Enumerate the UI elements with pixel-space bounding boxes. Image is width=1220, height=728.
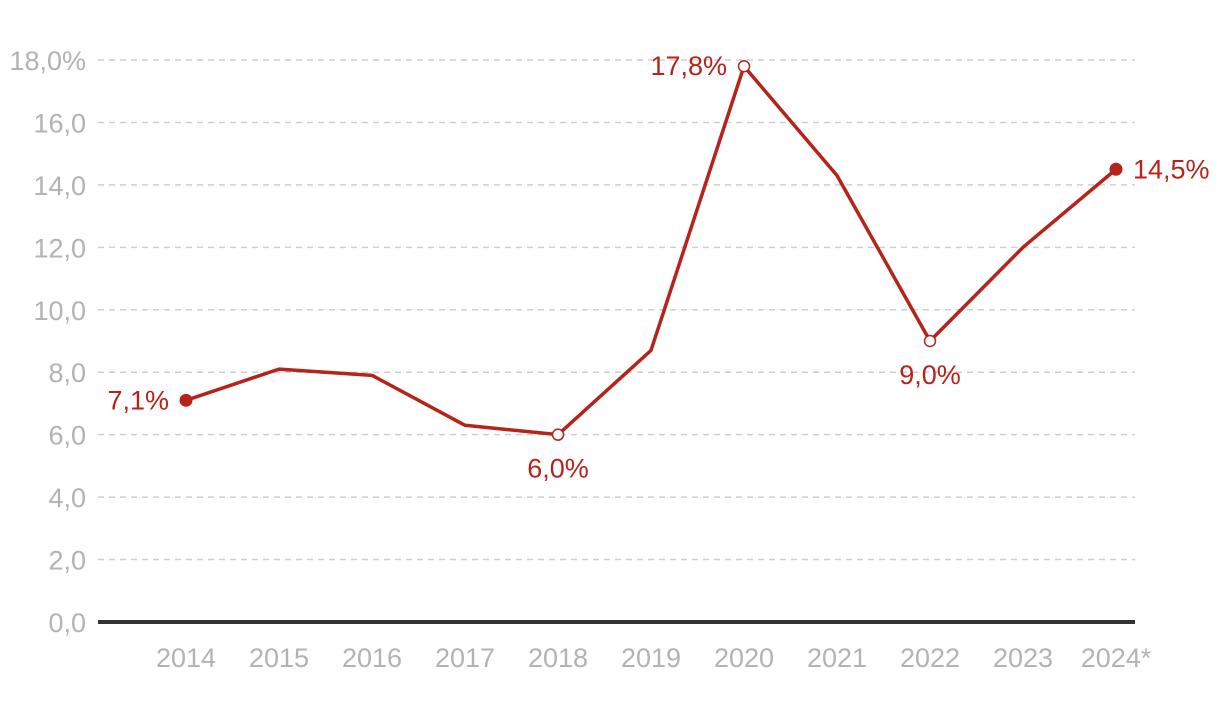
x-tick-label: 2017: [435, 643, 495, 673]
data-label: 17,8%: [650, 51, 727, 81]
grid-lines: [98, 59, 1135, 561]
y-tick-label: 12,0: [33, 233, 86, 263]
y-tick-label: 6,0: [48, 421, 86, 451]
x-axis-ticks: 2014 2015 2016 2017 2018 2019 2020 2021 2022 2023…: [156, 643, 1152, 673]
data-point-marker: [1109, 162, 1123, 176]
x-tick-label: 2019: [621, 643, 681, 673]
data-point-marker: [737, 59, 751, 73]
data-point-marker: [551, 428, 565, 441]
x-tick-label: 2018: [528, 643, 588, 673]
x-tick-label: 2016: [342, 643, 402, 673]
y-tick-label: 16,0: [33, 108, 86, 138]
x-tick-label: 2022: [900, 643, 960, 673]
x-tick-label: 2014: [156, 643, 216, 673]
y-axis-ticks: 0,0 2,0 4,0 6,0 8,0 10,0 12,0 14,0 16,0 18,0%: [9, 46, 86, 638]
y-tick-label: 0,0: [48, 608, 86, 638]
series-line: [184, 64, 1118, 437]
x-tick-label: 2024*: [1081, 643, 1152, 673]
x-tick-label: 2021: [807, 643, 867, 673]
y-tick-label: 4,0: [48, 483, 86, 513]
data-label: 14,5%: [1133, 154, 1210, 184]
data-markers: [179, 59, 1123, 441]
data-label: 7,1%: [107, 385, 169, 415]
y-tick-label: 10,0: [33, 296, 86, 326]
x-tick-label: 2015: [249, 643, 309, 673]
data-label: 9,0%: [899, 360, 961, 390]
y-tick-label: 18,0%: [9, 46, 86, 76]
data-label: 6,0%: [527, 454, 589, 484]
x-tick-label: 2020: [714, 643, 774, 673]
data-point-marker: [179, 393, 193, 407]
data-labels: 7,1% 6,0% 17,8% 9,0% 14,5%: [107, 51, 1209, 483]
y-tick-label: 8,0: [48, 358, 86, 388]
data-point-marker: [923, 334, 937, 348]
y-tick-label: 2,0: [48, 546, 86, 576]
x-tick-label: 2023: [993, 643, 1053, 673]
y-tick-label: 14,0: [33, 171, 86, 201]
